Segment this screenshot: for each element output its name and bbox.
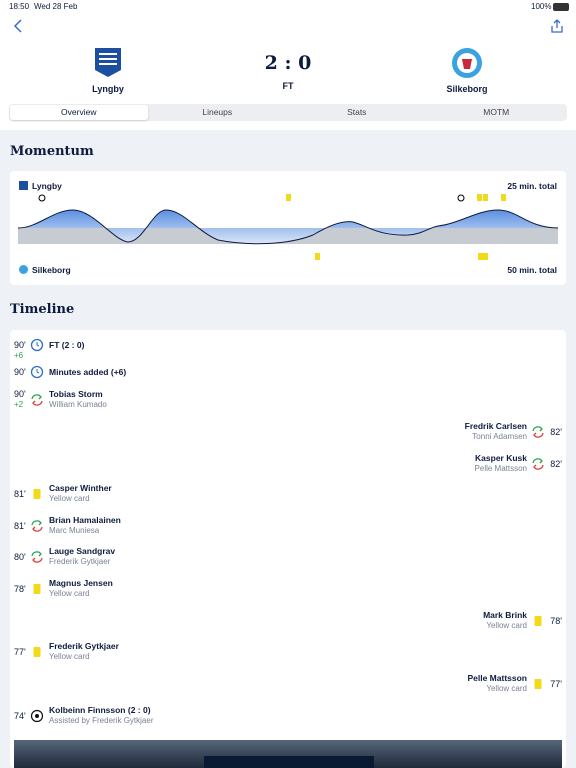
event-secondary: Frederik Gytkjaer: [49, 557, 111, 566]
scoreboard: [204, 756, 374, 768]
added-time: +6: [14, 351, 24, 360]
event-secondary: Yellow card: [49, 652, 90, 661]
clock-icon: [30, 338, 44, 352]
event-secondary: Assisted by Frederik Gytkjaer: [49, 716, 154, 725]
event-secondary: William Kumado: [49, 400, 107, 409]
yellow-icon: [33, 584, 41, 594]
event-secondary: Yellow card: [49, 494, 90, 503]
event-secondary: Pelle Mattsson: [474, 464, 527, 473]
away-icon: [19, 265, 28, 274]
clock-icon: [30, 365, 44, 379]
momentum-home: Lyngby: [32, 181, 62, 191]
event-primary: Casper Winther: [49, 483, 112, 493]
section-title: Momentum: [10, 144, 94, 159]
sub-icon: [31, 551, 43, 563]
status-date: Wed 28 Feb: [34, 2, 78, 11]
back-button[interactable]: [12, 18, 26, 34]
event-primary: Fredrik Carlsen: [464, 421, 527, 431]
sub-icon: [31, 394, 43, 406]
sub-icon: [532, 458, 544, 470]
event-primary: Minutes added (+6): [49, 367, 127, 377]
event-primary: Kolbeinn Finnsson (2 : 0): [49, 705, 151, 715]
sub-icon: [532, 426, 544, 438]
event-primary: Kasper Kusk: [475, 453, 527, 463]
event-minute: 90': [14, 340, 26, 350]
added-time: +2: [14, 400, 24, 409]
event-minute: 81': [14, 489, 26, 499]
event-minute: 80': [14, 552, 26, 562]
event-minute: 82': [550, 459, 562, 469]
tab[interactable]: MOTM: [483, 107, 510, 117]
away-logo: [452, 48, 482, 78]
tab[interactable]: Lineups: [202, 107, 233, 117]
yellow-icon: [33, 647, 41, 657]
tab[interactable]: Stats: [347, 107, 367, 117]
score: 2 : 0: [264, 52, 312, 74]
momentum-away: Silkeborg: [32, 265, 71, 275]
event-primary: Brian Hamalainen: [49, 515, 121, 525]
event-secondary: Yellow card: [486, 621, 527, 630]
event-secondary: Tonni Adamsen: [472, 432, 527, 441]
event-minute: 82': [550, 427, 562, 437]
yellow-icon: [534, 616, 542, 626]
home-logo: [95, 48, 121, 77]
sub-icon: [31, 520, 43, 532]
status-time: 18:50: [9, 2, 30, 11]
event-primary: Frederik Gytkjaer: [49, 641, 119, 651]
event-minute: 81': [14, 521, 26, 531]
event-minute: 90': [14, 389, 26, 399]
event-minute: 74': [14, 711, 26, 721]
event-primary: Tobias Storm: [49, 389, 103, 399]
event-primary: Lauge Sandgrav: [49, 546, 116, 556]
event-primary: FT (2 : 0): [49, 340, 85, 350]
away-total: 50 min. total: [507, 265, 557, 275]
timeline-card: [10, 330, 566, 768]
yellow-icon: [33, 489, 41, 499]
event-minute: 77': [550, 679, 562, 689]
event-primary: Magnus Jensen: [49, 578, 113, 588]
event-minute: 90': [14, 367, 26, 377]
event-primary: Pelle Mattsson: [467, 673, 527, 683]
event-primary: Mark Brink: [483, 610, 527, 620]
battery-icon: [553, 3, 569, 11]
battery: 100%: [531, 2, 552, 11]
event-secondary: Yellow card: [49, 589, 90, 598]
video-thumbnail[interactable]: [14, 740, 562, 768]
home-icon: [19, 181, 28, 190]
event-minute: 78': [14, 584, 26, 594]
momentum-graph: [18, 194, 558, 260]
share-button[interactable]: [549, 18, 565, 34]
away-team: Silkeborg: [446, 84, 488, 94]
tab[interactable]: Overview: [10, 105, 148, 120]
tab-bar: Overview Lineups Stats MOTM: [9, 104, 567, 121]
match-status: FT: [282, 81, 294, 91]
event-minute: 78': [550, 616, 562, 626]
home-team: Lyngby: [92, 84, 124, 94]
goal-icon: [30, 709, 44, 723]
yellow-icon: [534, 679, 542, 689]
section-title: Timeline: [10, 302, 75, 317]
home-total: 25 min. total: [507, 181, 557, 191]
event-secondary: Yellow card: [486, 684, 527, 693]
event-secondary: Marc Muniesa: [49, 526, 100, 535]
event-minute: 77': [14, 647, 26, 657]
